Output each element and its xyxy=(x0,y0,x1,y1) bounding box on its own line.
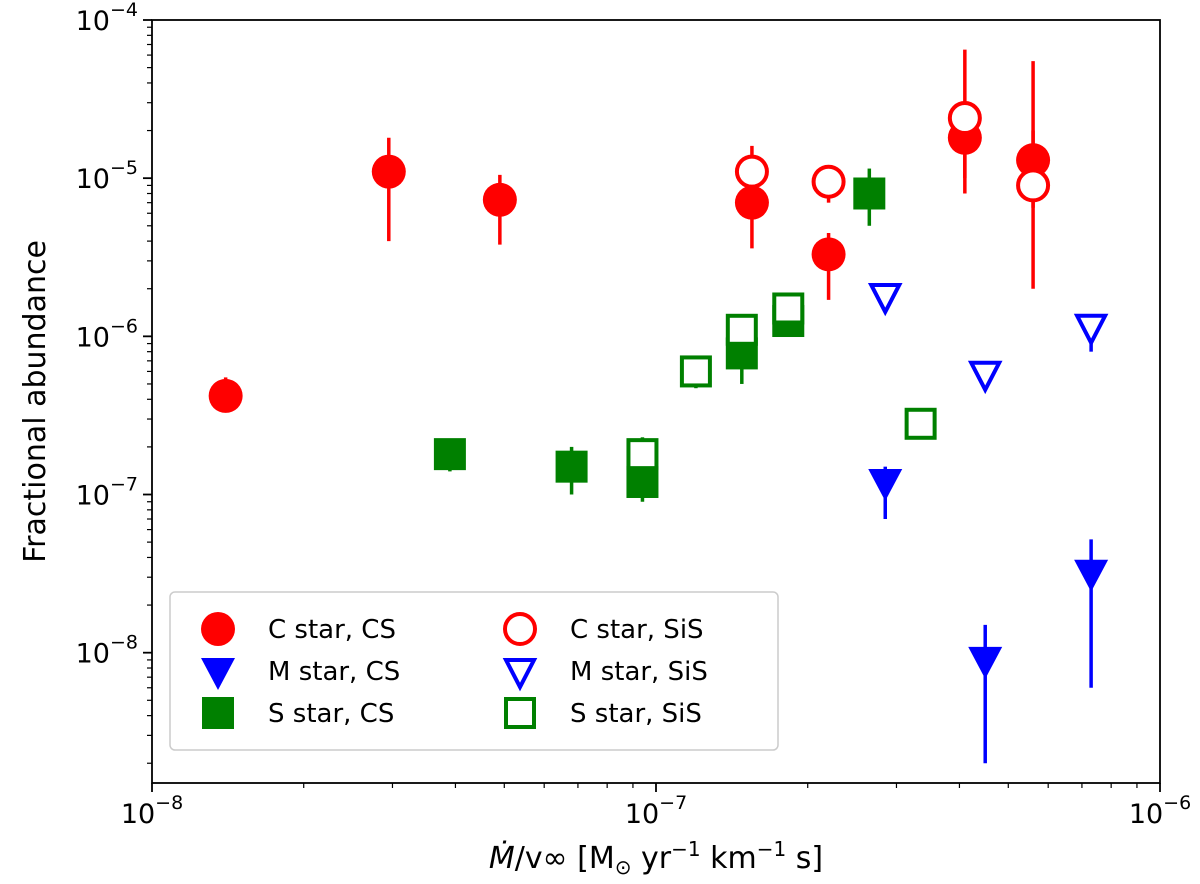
plot-frame xyxy=(151,19,1161,784)
data-point xyxy=(967,360,1003,395)
legend-entry: S star, CS xyxy=(202,697,394,729)
data-point xyxy=(208,378,243,413)
data-point xyxy=(433,438,466,471)
y-tick-label: 10−6 xyxy=(76,315,138,353)
x-axis-label-mdot: Ṁ xyxy=(489,840,515,876)
series-s-star-cs xyxy=(433,168,886,502)
plot-series xyxy=(208,49,1109,764)
y-tick-label: 10−8 xyxy=(76,632,138,670)
data-point xyxy=(947,101,982,136)
data-point xyxy=(868,468,903,501)
legend: C star, CS M star, CS S star, CS C star, Si… xyxy=(169,591,779,751)
data-point xyxy=(371,154,406,189)
legend-label: M star, CS xyxy=(268,657,400,687)
data-point xyxy=(725,313,758,346)
x-axis-label: Ṁ/v∞ [M⊙ yr−1 km−1 s] xyxy=(489,837,823,879)
y-tick-label: 10−7 xyxy=(76,474,138,512)
series-m-star-sis xyxy=(867,282,1109,395)
data-point xyxy=(555,450,588,483)
series-s-star-sis xyxy=(626,292,937,471)
series-c-star-sis xyxy=(734,49,1051,289)
x-axis-label-rest: /v∞ [M xyxy=(515,841,615,876)
x-tick-label: 10−7 xyxy=(625,792,687,830)
legend-entry: M star, CS xyxy=(201,657,400,690)
legend-label: S star, CS xyxy=(268,699,394,729)
legend-marker xyxy=(502,658,538,692)
data-point xyxy=(811,164,846,199)
data-point xyxy=(968,646,1003,679)
x-axis-label-exp1: −1 xyxy=(671,837,700,861)
data-point xyxy=(1073,313,1109,348)
x-axis-label-exp2: −1 xyxy=(757,837,786,861)
legend-label: M star, SiS xyxy=(570,657,708,687)
series-m-star-cs xyxy=(868,466,1109,764)
legend-label: C star, SiS xyxy=(570,615,704,645)
legend-marker xyxy=(503,612,537,646)
data-point xyxy=(734,154,769,189)
data-point xyxy=(772,292,805,325)
data-point xyxy=(626,438,659,471)
legend-label: C star, CS xyxy=(268,615,396,645)
legend-marker xyxy=(201,612,235,646)
legend-entry: S star, SiS xyxy=(504,697,702,729)
data-point xyxy=(811,237,846,272)
x-tick-label: 10−8 xyxy=(121,792,183,830)
series-c-star-cs xyxy=(208,115,1051,413)
legend-entry: M star, SiS xyxy=(502,657,708,692)
data-point xyxy=(679,355,712,388)
x-tick-label: 10−6 xyxy=(1129,792,1191,830)
y-tick-label: 10−5 xyxy=(76,157,138,195)
data-point xyxy=(904,407,937,440)
x-axis-label-sun: ⊙ xyxy=(615,855,632,879)
data-point xyxy=(626,465,659,498)
y-tick-label: 10−4 xyxy=(76,0,138,37)
data-point xyxy=(1016,168,1051,203)
data-point xyxy=(1074,559,1109,592)
legend-frame xyxy=(169,591,779,751)
x-axis-label-km: km xyxy=(701,841,757,876)
data-point xyxy=(867,282,903,317)
legend-label: S star, SiS xyxy=(570,699,702,729)
tick-labels: 10−8 10−7 10−6 10−8 10−7 10−6 10−5 10−4 xyxy=(76,0,1192,830)
legend-marker xyxy=(202,697,234,729)
legend-marker xyxy=(504,697,536,729)
data-point xyxy=(853,177,886,210)
legend-marker xyxy=(201,658,235,690)
x-axis-label-yr: yr xyxy=(632,841,672,876)
legend-entry: C star, SiS xyxy=(503,612,704,646)
x-axis-label-s: s] xyxy=(786,841,823,876)
legend-entry: C star, CS xyxy=(201,612,396,646)
y-axis-label: Fractional abundance xyxy=(18,240,53,563)
data-point xyxy=(482,182,517,217)
